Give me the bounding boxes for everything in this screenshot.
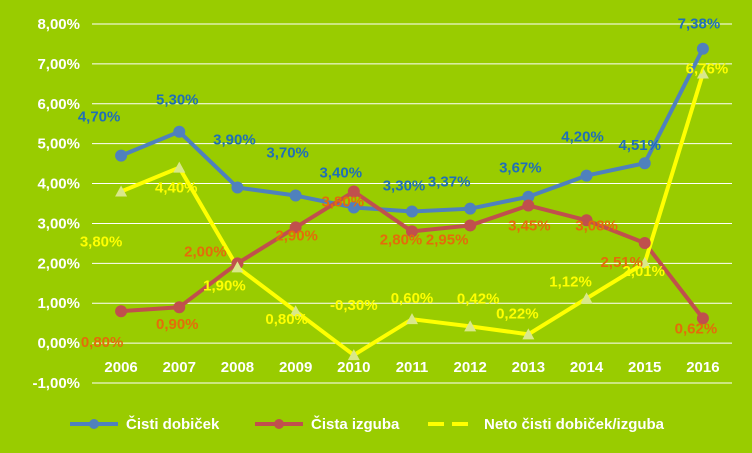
data-point [580,169,593,182]
y-tick-label: 4,00% [37,176,80,193]
x-tick-label: 2009 [279,359,312,376]
data-label: 0,42% [457,290,500,307]
data-label: 3,70% [266,145,309,162]
data-point [289,189,302,202]
legend-label: Čisti dobiček [126,415,220,433]
data-point [464,320,477,332]
data-label: 3,80% [322,194,365,211]
data-point [522,190,535,203]
data-point [289,305,302,317]
legend-label: Neto čisti dobiček/izguba [484,416,665,433]
data-point [347,349,360,361]
series-markers [115,42,709,361]
data-labels: 4,70% 5,30% 3,90% 3,70% 3,40% 3,30% 3,37% 3,67%… [78,16,728,351]
data-label: 3,67% [499,160,542,177]
x-tick-label: 2015 [628,359,661,376]
data-label: 0,80% [265,311,308,328]
data-point [580,292,593,304]
gridlines [92,23,732,384]
data-label: 0,60% [391,290,434,307]
data-point [347,201,360,214]
data-point [696,312,709,325]
data-point [696,67,709,79]
data-label: 0,22% [496,305,539,322]
data-label: 0,62% [675,320,718,337]
data-label: 2,00% [184,243,227,260]
legend-marker [274,419,284,429]
data-label: 3,37% [428,174,471,191]
series-lines [120,47,705,358]
data-point [638,236,651,249]
y-tick-label: 1,00% [37,295,80,312]
y-tick-label: 3,00% [37,215,80,232]
data-point [638,157,651,170]
y-tick-label: 5,00% [37,136,80,153]
y-tick-label: 0,00% [37,335,80,352]
data-label: 2,01% [622,263,665,280]
data-point [406,205,418,218]
data-label: 3,30% [383,177,426,194]
data-point [115,305,128,318]
y-tick-label: -1,00% [32,375,80,392]
data-label: 5,30% [156,92,199,109]
data-label: -0,30% [330,297,378,314]
data-point [464,202,477,215]
data-point [173,161,186,173]
data-label: 0,80% [81,334,124,351]
data-label: 4,40% [155,180,198,197]
data-label: 2,80% [380,231,423,248]
data-label: 2,51% [600,254,643,271]
data-label: 4,20% [561,129,604,146]
data-label: 3,08% [575,217,618,234]
data-label: 4,70% [78,109,121,126]
x-tick-label: 2007 [163,359,196,376]
data-label: 3,80% [80,234,123,251]
data-point [231,181,244,194]
data-point [347,185,360,198]
legend-label: Čista izguba [311,415,400,433]
data-label: 2,90% [275,227,318,244]
x-tick-label: 2013 [512,359,545,376]
y-axis-tick-labels: -1,00% 0,00% 1,00% 2,00% 3,00% 4,00% 5,00% 6,00… [32,16,80,392]
data-label: 3,90% [213,132,256,149]
data-point [115,149,128,162]
data-label: 3,40% [320,164,363,181]
data-point [522,199,535,212]
data-point [406,225,418,238]
data-point [173,125,186,138]
data-point [580,214,593,227]
x-tick-label: 2008 [221,359,254,376]
data-label: 7,38% [678,16,721,33]
data-point [231,261,244,273]
data-point [289,221,302,234]
data-label: 4,51% [618,137,661,154]
x-tick-label: 2010 [337,359,370,376]
x-tick-label: 2011 [396,359,429,376]
data-label: 0,90% [156,316,199,333]
x-tick-label: 2016 [686,359,719,376]
data-label: 1,90% [203,277,246,294]
y-tick-label: 2,00% [37,255,80,272]
data-label: 3,45% [508,217,551,234]
data-point [115,185,128,197]
data-point [406,313,418,325]
legend-marker [89,419,99,429]
x-axis-tick-labels: 2006 2007 2008 2009 2010 2011 2012 2013 2014 2015… [104,359,719,376]
data-point [696,42,709,55]
y-tick-label: 7,00% [37,56,80,73]
x-tick-label: 2006 [104,359,137,376]
data-point [464,219,477,232]
x-tick-label: 2014 [570,359,604,376]
data-point [522,328,535,340]
data-label: 1,12% [549,273,592,290]
data-point [638,256,651,268]
data-label: 2,95% [426,231,469,248]
x-tick-label: 2012 [453,359,486,376]
legend: Čisti dobiček Čista izguba Neto čisti dobi… [70,415,665,433]
y-tick-label: 8,00% [37,16,80,33]
data-label: 6,76% [686,60,729,77]
data-point [173,301,186,314]
y-tick-label: 6,00% [37,96,80,113]
